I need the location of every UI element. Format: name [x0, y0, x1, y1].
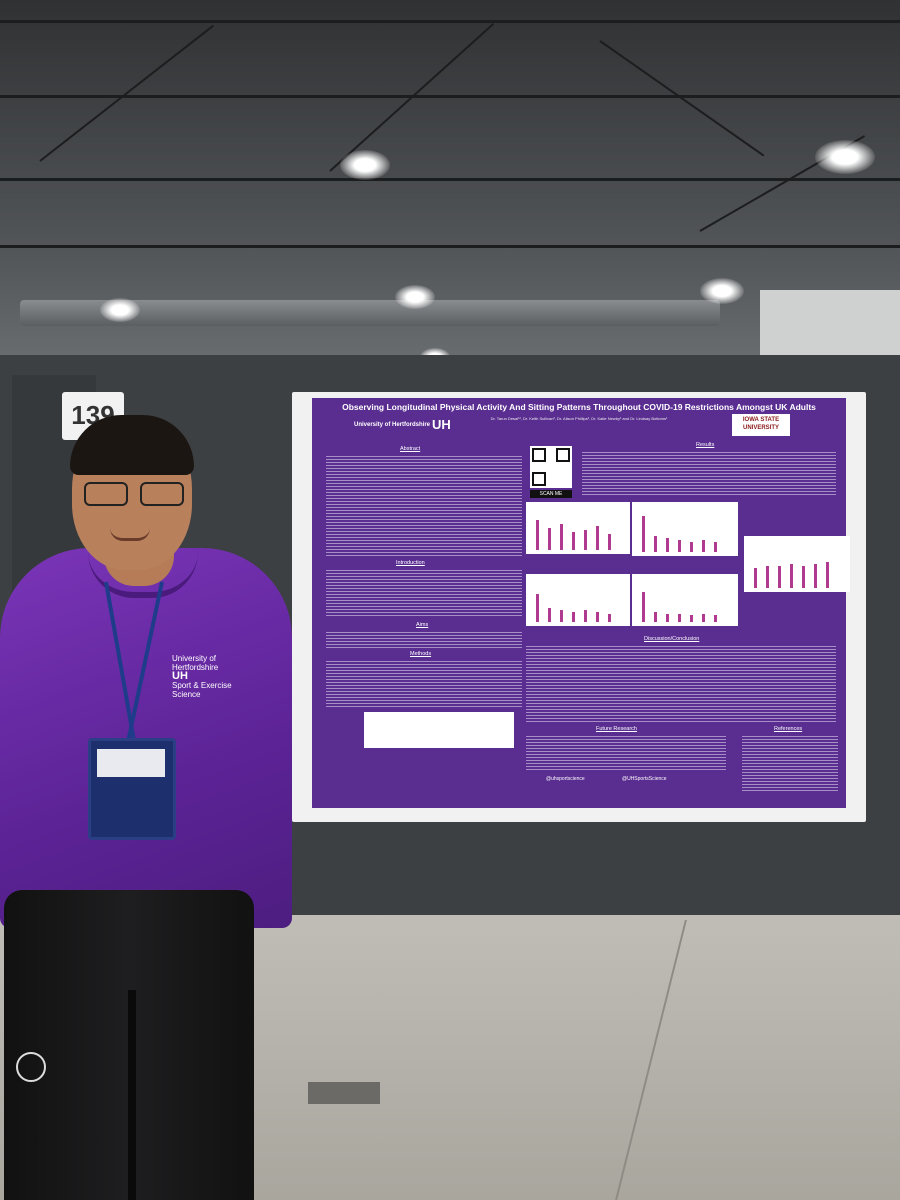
- study-timeline-figure: [364, 712, 514, 748]
- ceiling-light: [815, 140, 875, 174]
- section-introduction: Introduction: [396, 560, 425, 566]
- introduction-text: [326, 570, 522, 618]
- ceiling-truss: [0, 20, 900, 23]
- chart-bar: [666, 614, 669, 622]
- methods-text: [326, 661, 522, 709]
- chart-bar: [548, 528, 551, 550]
- badge-card: [97, 749, 165, 777]
- section-references: References: [774, 726, 803, 732]
- chart-bar: [702, 614, 705, 622]
- research-poster: Observing Longitudinal Physical Activity…: [292, 392, 866, 822]
- shirt-logo-line4: Science: [172, 690, 201, 699]
- shirt-logo-mark: UH: [172, 670, 188, 682]
- chart-bar: [778, 566, 781, 588]
- chart-bar: [826, 562, 829, 588]
- results-text: [582, 452, 836, 496]
- chart-bar: [714, 542, 717, 552]
- instagram-handle: @uhsportscience: [546, 776, 585, 782]
- qr-marker: [532, 448, 546, 462]
- results-chart: [744, 536, 850, 592]
- chart-bar: [766, 566, 769, 588]
- chart-bar: [654, 536, 657, 552]
- chart-bar: [584, 530, 587, 550]
- chart-bar: [754, 568, 757, 588]
- chart-bar: [678, 540, 681, 552]
- section-results: Results: [696, 442, 715, 448]
- abstract-text: [326, 456, 522, 558]
- chart-bar: [596, 612, 599, 622]
- poster-body: Observing Longitudinal Physical Activity…: [312, 398, 850, 808]
- qr-code[interactable]: [530, 446, 572, 488]
- university-logo-text: University of Hertfordshire: [354, 422, 431, 428]
- chart-bar: [790, 564, 793, 588]
- partner-logo: IOWA STATE UNIVERSITY: [732, 414, 790, 436]
- university-logo: University of Hertfordshire UH: [354, 418, 451, 431]
- chart-bar: [642, 516, 645, 552]
- references-text: [742, 736, 838, 792]
- chart-bar: [702, 540, 705, 552]
- trouser-leg-gap: [128, 990, 136, 1200]
- chart-bar: [802, 566, 805, 588]
- results-chart: [526, 502, 630, 554]
- section-aims: Aims: [416, 622, 429, 628]
- chart-bar: [560, 610, 563, 622]
- glasses-lens: [84, 482, 128, 506]
- chart-bar: [654, 612, 657, 622]
- ceiling-truss: [0, 178, 900, 181]
- poster-authors: Dr. Tarun Desai¹², Dr. Keith Sullivan², …: [490, 416, 668, 421]
- section-discussion: Discussion/Conclusion: [644, 636, 700, 642]
- university-logo-mark: UH: [432, 417, 451, 432]
- shirt-logo: University of Hertfordshire UH Sport & E…: [172, 654, 232, 699]
- scan-me-label: SCAN ME: [530, 490, 572, 498]
- ceiling-light: [700, 278, 744, 304]
- smile: [110, 528, 150, 541]
- glasses-icon: [84, 482, 184, 506]
- name-badge-holder: [88, 738, 176, 840]
- chart-bar: [536, 520, 539, 550]
- chart-bar: [596, 526, 599, 550]
- chart-bar: [560, 524, 563, 550]
- chart-bar: [572, 612, 575, 622]
- poster-title: Observing Longitudinal Physical Activity…: [342, 402, 816, 412]
- shirt-logo-line2: Hertfordshire: [172, 663, 219, 672]
- hair: [70, 415, 194, 475]
- chart-bar: [536, 594, 539, 622]
- ceiling-truss: [0, 95, 900, 98]
- twitter-handle: @UHSportsScience: [622, 776, 667, 782]
- section-abstract: Abstract: [400, 446, 421, 452]
- results-chart: [526, 574, 630, 626]
- results-chart: [632, 502, 738, 556]
- ceiling-light: [340, 150, 390, 180]
- chart-bar: [666, 538, 669, 552]
- future-research-text: [526, 736, 726, 772]
- chart-bar: [814, 564, 817, 588]
- ceiling-truss: [0, 245, 900, 248]
- ceiling-light: [395, 285, 435, 309]
- floor-box: [308, 1082, 380, 1104]
- ceiling-light: [100, 298, 140, 322]
- section-future-research: Future Research: [596, 726, 637, 732]
- chart-bar: [690, 542, 693, 552]
- chart-bar: [572, 532, 575, 550]
- chart-bar: [608, 614, 611, 622]
- chart-bar: [678, 614, 681, 622]
- results-chart: [632, 574, 738, 626]
- chart-bar: [642, 592, 645, 622]
- qr-marker: [556, 448, 570, 462]
- shirt-logo-line3: Sport & Exercise: [172, 681, 232, 690]
- qr-marker: [532, 472, 546, 486]
- shirt-logo-line1: University of: [172, 654, 217, 663]
- chart-bar: [690, 615, 693, 622]
- aims-text: [326, 632, 522, 648]
- chart-bar: [608, 534, 611, 550]
- shirt-collar: [88, 552, 198, 598]
- chart-bar: [584, 610, 587, 622]
- section-methods: Methods: [410, 651, 432, 657]
- glasses-lens: [140, 482, 184, 506]
- trouser-emblem-icon: [16, 1052, 46, 1082]
- chart-bar: [548, 608, 551, 622]
- chart-bar: [714, 615, 717, 622]
- discussion-text: [526, 646, 836, 722]
